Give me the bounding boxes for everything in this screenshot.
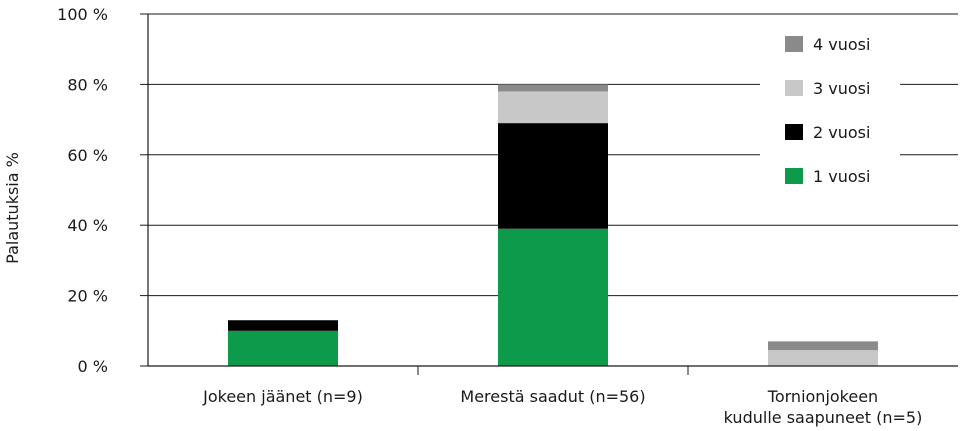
legend-label: 1 vuosi [813, 167, 870, 186]
x-category-label: Merestä saadut (n=56) [460, 387, 645, 406]
y-tick-label: 0 % [78, 357, 108, 376]
bar-segment [768, 350, 878, 366]
x-category-labels: Jokeen jäänet (n=9) Merestä saadut (n=56)… [202, 387, 922, 427]
legend-label: 2 vuosi [813, 123, 870, 142]
y-tick-label: 60 % [67, 146, 108, 165]
bar-segment [228, 320, 338, 331]
x-category-label: Tornionjokeen kudulle saapuneet (n=5) [724, 387, 923, 427]
bar-segment [498, 84, 608, 92]
axes [140, 13, 958, 375]
legend-background [760, 22, 900, 202]
legend-label: 4 vuosi [813, 35, 870, 54]
bar-segment [498, 228, 608, 366]
x-category-label: Jokeen jäänet (n=9) [202, 387, 363, 406]
y-tick-label: 20 % [67, 287, 108, 306]
legend-swatch [785, 80, 803, 96]
bar-segment [768, 341, 878, 351]
y-tick-label: 100 % [57, 5, 108, 24]
legend-swatch [785, 124, 803, 140]
y-tick-label: 40 % [67, 216, 108, 235]
legend-swatch [785, 168, 803, 184]
legend-swatch [785, 36, 803, 52]
bars [228, 84, 878, 366]
y-axis-label: Palautuksia % [3, 152, 22, 264]
y-tick-labels: 0 % 20 % 40 % 60 % 80 % 100 % [57, 5, 108, 376]
legend: 4 vuosi 3 vuosi 2 vuosi 1 vuosi [760, 22, 900, 202]
bar-segment [498, 91, 608, 124]
legend-label: 3 vuosi [813, 79, 870, 98]
bar-segment [498, 123, 608, 229]
bar-segment [228, 330, 338, 366]
y-tick-label: 80 % [67, 75, 108, 94]
